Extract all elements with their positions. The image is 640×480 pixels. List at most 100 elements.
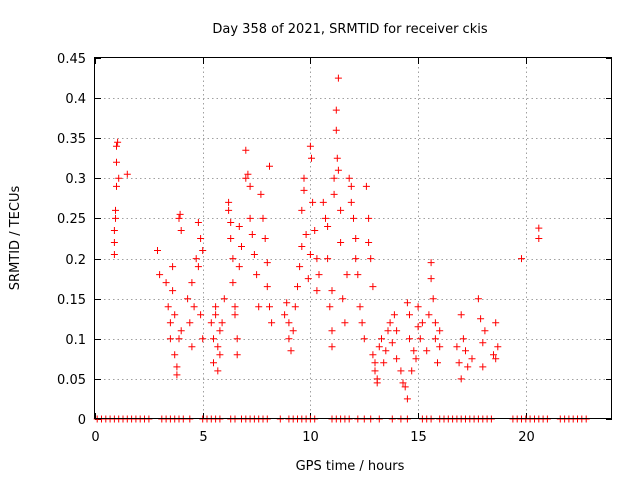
data-point — [123, 170, 131, 178]
data-point — [246, 182, 254, 190]
data-point — [285, 319, 293, 327]
data-point — [481, 327, 489, 335]
data-point — [169, 263, 177, 271]
data-point — [326, 303, 334, 311]
y-tick-label: 0.35 — [57, 132, 86, 147]
data-point — [233, 351, 241, 359]
data-point — [194, 263, 202, 271]
x-tick-label: 15 — [410, 430, 427, 445]
data-point — [177, 327, 185, 335]
data-point — [212, 311, 220, 319]
data-point — [403, 299, 411, 307]
y-tick-label: 0.15 — [57, 293, 86, 308]
data-point — [113, 158, 120, 166]
data-point — [369, 283, 377, 291]
data-point — [492, 355, 500, 363]
data-point — [171, 311, 179, 319]
data-point — [246, 214, 254, 222]
data-point — [356, 303, 364, 311]
data-point — [313, 255, 321, 263]
data-point — [113, 142, 120, 150]
data-point — [294, 283, 301, 291]
data-point — [365, 214, 373, 222]
data-point — [479, 339, 487, 347]
data-point — [242, 174, 250, 182]
data-point — [184, 295, 192, 303]
data-point — [231, 311, 239, 319]
data-point — [218, 319, 226, 327]
data-point — [214, 367, 222, 375]
data-point — [216, 327, 224, 335]
data-point — [431, 319, 439, 327]
data-point — [324, 223, 332, 230]
data-point — [186, 319, 194, 327]
data-point — [322, 214, 329, 222]
data-point — [378, 335, 385, 343]
data-point — [535, 224, 543, 232]
data-point — [227, 235, 235, 242]
data-point — [390, 311, 398, 319]
data-point — [518, 255, 525, 263]
data-point — [339, 295, 347, 303]
data-point — [455, 359, 463, 367]
data-point — [112, 214, 119, 222]
data-point — [457, 311, 465, 319]
data-point — [154, 247, 161, 254]
data-point — [386, 319, 394, 327]
data-point — [248, 231, 256, 238]
data-point — [235, 263, 243, 271]
data-point — [360, 335, 368, 343]
data-points — [93, 74, 590, 423]
data-point — [367, 255, 375, 263]
data-point — [418, 319, 426, 327]
data-point — [231, 303, 239, 311]
y-tick-label: 0.3 — [65, 172, 86, 187]
data-point — [315, 271, 323, 279]
data-point — [194, 219, 202, 226]
data-point — [459, 335, 467, 343]
data-point — [302, 231, 310, 238]
data-point — [266, 303, 273, 311]
x-tick-label: 0 — [91, 430, 99, 445]
data-point — [166, 335, 174, 343]
data-point — [371, 367, 379, 375]
data-point — [462, 347, 469, 355]
data-point — [227, 219, 235, 226]
data-point — [347, 198, 355, 206]
y-tick-label: 0.4 — [65, 92, 86, 107]
data-point — [328, 287, 336, 295]
y-tick-label: 0.05 — [57, 373, 86, 388]
data-point — [393, 355, 401, 363]
data-point — [464, 363, 472, 371]
data-point — [434, 359, 441, 367]
x-tick-label: 10 — [302, 430, 319, 445]
data-point — [382, 347, 390, 355]
data-point — [169, 287, 177, 295]
x-axis-label: GPS time / hours — [296, 459, 405, 474]
data-point — [393, 327, 401, 335]
data-point — [285, 335, 293, 343]
data-point — [406, 311, 413, 319]
y-tick-label: 0.25 — [57, 212, 86, 227]
data-point — [197, 311, 205, 319]
data-point — [300, 174, 308, 182]
data-point — [235, 223, 243, 230]
data-point — [190, 303, 198, 311]
x-tick-label: 5 — [199, 430, 207, 445]
data-point — [114, 138, 122, 146]
data-point — [330, 190, 338, 198]
data-point — [225, 206, 233, 214]
data-point — [268, 319, 276, 327]
data-point — [352, 235, 360, 242]
data-point — [371, 359, 379, 367]
data-point — [334, 166, 342, 174]
data-point — [212, 303, 220, 311]
data-point — [298, 206, 306, 214]
data-point — [457, 375, 465, 383]
data-point — [384, 327, 392, 335]
data-point — [332, 106, 340, 114]
data-point — [306, 142, 314, 150]
data-point — [110, 251, 118, 258]
y-tick-label: 0.45 — [57, 52, 86, 67]
